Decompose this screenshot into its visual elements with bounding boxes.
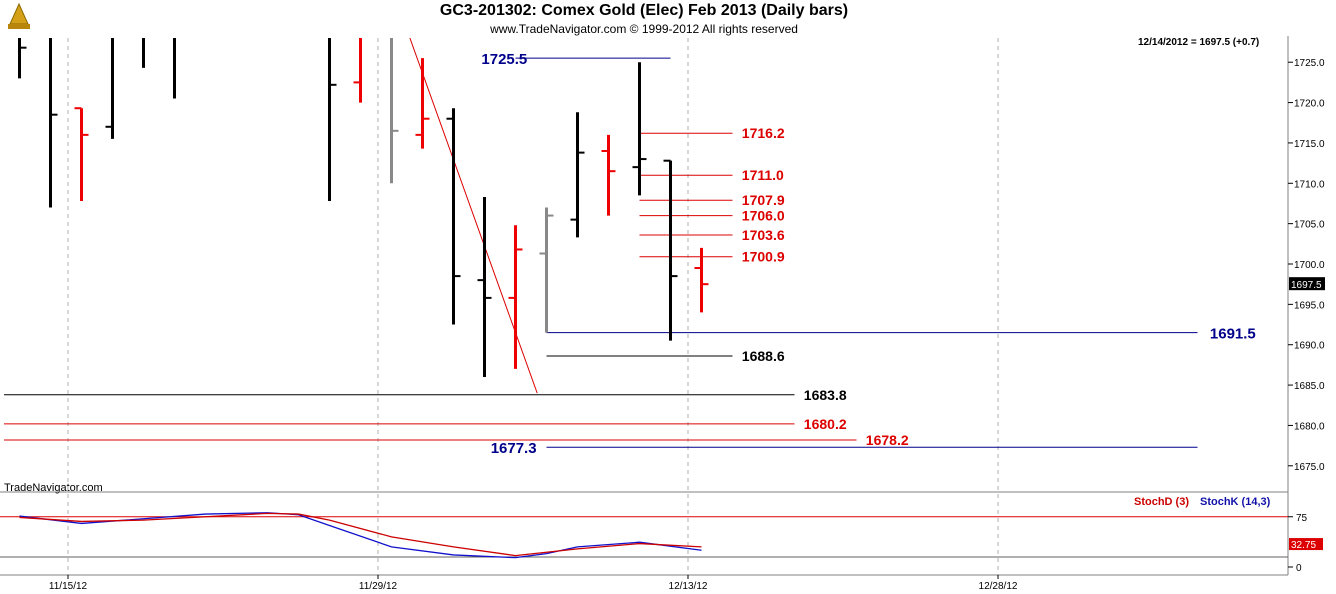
stoch-d-line	[19, 512, 702, 557]
stoch-y-tick-label: 0	[1296, 563, 1302, 574]
y-tick-label: 1725.0	[1294, 58, 1325, 69]
chart-title: GC3-201302: Comex Gold (Elec) Feb 2013 (…	[439, 2, 849, 19]
trade-navigator-logo-icon	[4, 2, 34, 32]
level-label: 1711.0	[742, 167, 784, 183]
level-label: 1683.8	[804, 387, 847, 403]
stochastic-panel	[0, 512, 1288, 559]
stoch-k-line	[19, 512, 702, 559]
y-tick-label: 1680.0	[1294, 421, 1325, 432]
last-price-tag	[1289, 277, 1325, 291]
level-label: 1680.2	[804, 416, 847, 432]
price-panel	[4, 38, 1198, 448]
stoch-last-tag-label: 32.75	[1291, 540, 1316, 551]
x-tick-label: 12/13/12	[669, 581, 708, 592]
y-tick-label: 1685.0	[1294, 381, 1325, 392]
last-price-info: 12/14/2012 = 1697.5 (+0.7)	[1138, 37, 1260, 48]
level-label: 1700.9	[742, 249, 785, 265]
level-label: 1677.3	[491, 440, 537, 457]
y-tick-label: 1675.0	[1294, 462, 1325, 473]
stoch-last-tag	[1289, 538, 1323, 551]
stoch-d-label: StochD (3)	[1134, 496, 1189, 508]
last-price-tag-label: 1697.5	[1291, 280, 1322, 291]
y-tick-label: 1700.0	[1294, 260, 1325, 271]
y-tick-label: 1720.0	[1294, 99, 1325, 110]
y-tick-label: 1710.0	[1294, 179, 1325, 190]
x-tick-label: 11/15/12	[49, 581, 88, 592]
stoch-y-tick-label: 75	[1296, 513, 1308, 524]
y-tick-label: 1695.0	[1294, 300, 1325, 311]
level-label: 1688.6	[742, 348, 785, 364]
x-tick-label: 12/28/12	[979, 581, 1018, 592]
chart-subtitle: www.TradeNavigator.com © 1999-2012 All r…	[490, 22, 798, 36]
y-tick-label: 1705.0	[1294, 220, 1325, 231]
x-tick-label: 11/29/12	[359, 581, 398, 592]
level-label: 1691.5	[1210, 326, 1256, 343]
trend-line	[409, 38, 538, 394]
stoch-k-label: StochK (14,3)	[1200, 496, 1271, 508]
level-label: 1706.0	[742, 208, 785, 224]
y-tick-label: 1690.0	[1294, 341, 1325, 352]
watermark: TradeNavigator.com	[4, 482, 103, 494]
level-label: 1725.5	[481, 51, 527, 68]
level-label: 1703.6	[742, 227, 785, 243]
y-tick-label: 1715.0	[1294, 139, 1325, 150]
level-label: 1678.2	[866, 432, 909, 448]
level-label: 1707.9	[742, 192, 785, 208]
level-label: 1716.2	[742, 125, 785, 141]
